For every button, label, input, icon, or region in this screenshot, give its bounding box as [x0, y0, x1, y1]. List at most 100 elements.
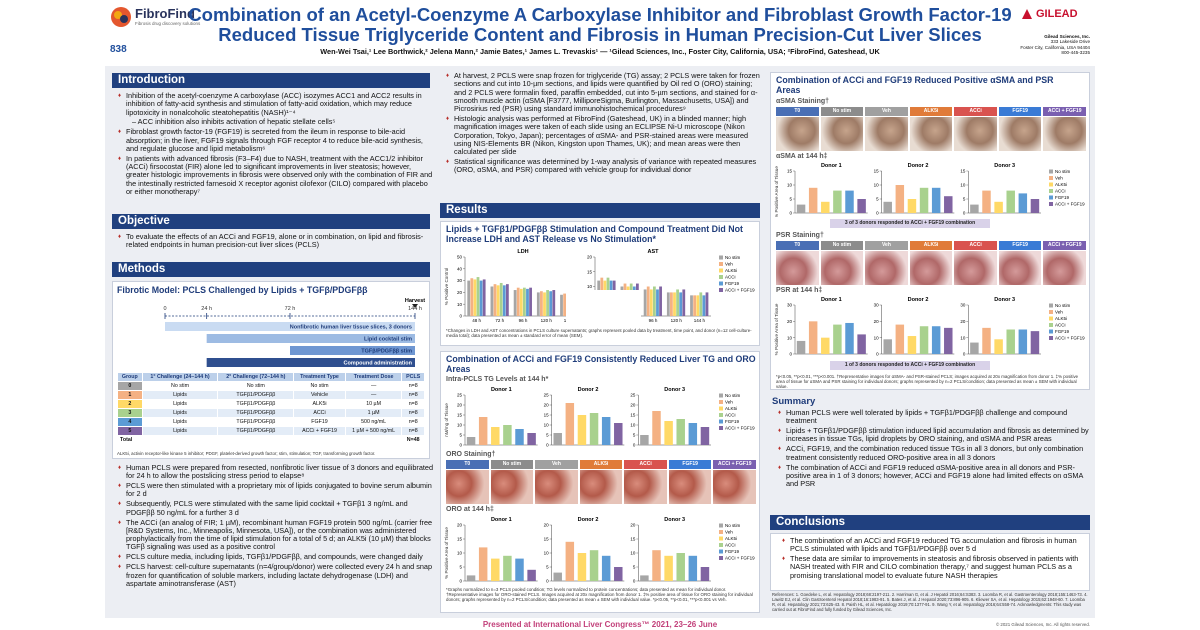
y-tick-label: 20 [457, 523, 463, 528]
table-cell: N=48 [401, 435, 425, 445]
micrograph [998, 117, 1042, 151]
legend-swatch [1049, 195, 1053, 200]
model-title: Fibrotic Model: PCLS Challenged by Lipid… [117, 285, 368, 295]
image-label: No stim [490, 460, 534, 469]
bar [482, 279, 486, 316]
table-cell: 2 [117, 399, 143, 409]
table-cell: Vehicle [293, 390, 346, 400]
y-tick-label: 5 [789, 197, 792, 202]
bullet: Histologic analysis was performed at Fib… [446, 114, 766, 156]
y-tick-label: 15 [787, 169, 793, 174]
bar [560, 294, 563, 316]
image-label: T0 [776, 241, 819, 250]
section-heading: Results [440, 203, 760, 218]
y-tick-label: 5 [633, 565, 636, 570]
objective-list: To evaluate the effects of an ACCi and F… [118, 232, 436, 251]
bar [931, 326, 941, 354]
bar [1006, 190, 1015, 213]
y-tick-label: 5 [963, 197, 966, 202]
chart: % Positive Area of Tissue Donor 1 0 5 10 15 Do… [774, 163, 1085, 217]
bar [808, 321, 818, 354]
panel-title: Donor 2 [578, 387, 599, 393]
timeline-bar-label: TGFβ/PDGFββ stim [361, 348, 412, 354]
bullet: Statistical significance was determined … [446, 158, 766, 175]
legend-label: No stim [1055, 303, 1071, 308]
table-header: 1° Challenge (24–144 h) [141, 372, 219, 382]
y-tick-label: 25 [630, 393, 636, 398]
x-tick-label: 72 h [495, 318, 504, 323]
response-note: 1 of 3 donors responded to ACCi + FGF19 … [830, 361, 990, 370]
legend-label: Veh [725, 262, 733, 267]
legend-label: No stim [1055, 169, 1071, 174]
table-cell: Lipids [141, 426, 219, 436]
table-cell: No stim [217, 381, 295, 391]
y-tick-label: 0 [963, 352, 966, 357]
y-tick-label: 5 [546, 433, 549, 438]
panel-title: Donor 3 [664, 517, 685, 523]
legend-label: ACCi [725, 275, 736, 280]
bar [982, 190, 991, 213]
timeline-tick-label: 144 h [408, 306, 422, 312]
micrograph [624, 470, 667, 504]
address: Gilead Sciences, Inc. 333 Lakeside Drive… [990, 34, 1090, 56]
y-tick-label: 10 [874, 335, 880, 340]
y-tick-label: 20 [874, 319, 880, 324]
bar [493, 284, 497, 316]
bar [1018, 193, 1028, 213]
legend-swatch [719, 426, 723, 430]
y-axis-label: nM/mg of Tissue [444, 403, 449, 437]
y-tick-label: 5 [546, 565, 549, 570]
y-tick-label: 20 [960, 319, 966, 324]
poster-number: 838 [110, 44, 127, 55]
micrograph [535, 470, 578, 504]
x-tick-label: 96 h [649, 318, 658, 323]
y-tick-label: 0 [963, 211, 966, 216]
bar [643, 289, 647, 316]
bar [577, 415, 587, 445]
legend-swatch [1049, 310, 1053, 314]
image-column: T0 [446, 460, 489, 504]
bar [808, 187, 818, 213]
legend-swatch [719, 406, 723, 411]
panel-title: Donor 2 [908, 163, 929, 169]
table-header: PCLS [401, 372, 425, 382]
table-cell: ACCi [293, 408, 346, 418]
y-tick-label: 20 [457, 403, 463, 408]
y-axis-label: % Positive Area of Tissue [774, 166, 779, 217]
legend-swatch [719, 413, 723, 417]
bar [682, 289, 686, 316]
bar [664, 555, 673, 581]
bar [503, 555, 512, 581]
image-label: No stim [820, 107, 864, 116]
bar [552, 290, 556, 316]
y-tick-label: 15 [544, 537, 550, 542]
image-column: ACCi + FGF19 [1043, 107, 1087, 151]
panel-title: Donor 3 [994, 163, 1015, 169]
legend-swatch [1049, 323, 1053, 327]
bar [499, 282, 503, 316]
bar [614, 423, 623, 445]
table-header: Treatment Type [293, 372, 346, 382]
image-column: T0 [776, 241, 819, 285]
legend-label: ACCi [1055, 189, 1066, 194]
table-row: 2 Lipids TGFβ1/PDGFββ ALK5i 10 µM n=8 [117, 399, 425, 409]
bar [970, 204, 979, 213]
bullet: To evaluate the effects of an ACCi and F… [118, 232, 436, 250]
bar [490, 286, 494, 316]
y-tick-label: 20 [457, 290, 463, 295]
bar [679, 292, 683, 316]
response-note: 3 of 3 donors responded to ACCi + FGF19 … [830, 219, 990, 228]
bar [553, 433, 562, 445]
legend-swatch [1049, 336, 1053, 340]
table-cell: 1 [117, 390, 143, 400]
panel-title: AST [648, 249, 660, 255]
y-tick-label: 10 [544, 551, 550, 556]
panel-title: Donor 1 [821, 297, 842, 303]
image-label: T0 [776, 107, 819, 116]
bar [614, 567, 623, 581]
harvest-label: Harvest [405, 298, 425, 304]
chart: % Positive Area of Tissue Donor 1 0 10 20 30 D… [774, 297, 1085, 357]
y-tick-label: 10 [587, 284, 593, 289]
image-strip: T0 No stim Veh ALK5i ACCi FGF19 ACCi + FGF19 [446, 460, 757, 504]
